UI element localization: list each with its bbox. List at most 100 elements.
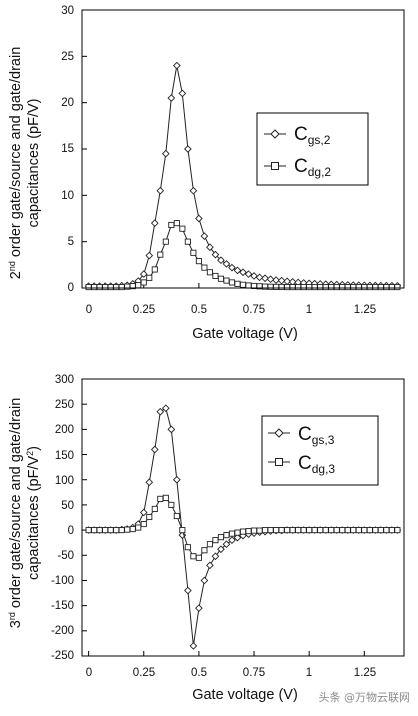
diamond-point <box>145 478 154 487</box>
square-point <box>234 280 241 287</box>
square-point <box>267 283 274 290</box>
diamond-point <box>200 232 209 240</box>
diamond-point <box>150 445 159 454</box>
legend-label-sub: dg,3 <box>312 462 336 476</box>
y-axis-label-line2-end: ) <box>26 446 42 451</box>
diamond-point <box>195 604 203 612</box>
diamond-point <box>172 61 181 70</box>
y-axis-label-sup-number: 3 <box>8 620 24 628</box>
diamond-point <box>266 275 275 284</box>
square-point <box>195 554 202 561</box>
square-point <box>383 284 390 291</box>
square-point <box>306 284 313 291</box>
square-point <box>317 527 324 534</box>
x-tick-label: 0.25 <box>133 667 155 679</box>
square-point <box>184 238 191 245</box>
square-point <box>372 527 379 534</box>
x-tick-label: 0.25 <box>133 304 155 316</box>
square-point <box>311 284 318 291</box>
series-dg2 <box>85 220 401 291</box>
square-point <box>300 284 307 291</box>
square-point <box>195 258 202 265</box>
diamond-point <box>217 545 225 554</box>
legend-square-marker <box>275 458 283 466</box>
y-tick-label: 5 <box>68 236 74 248</box>
legend-entry-gs3: Cgs,3 <box>268 424 335 447</box>
square-point <box>151 505 158 512</box>
square-point <box>317 284 324 291</box>
x-tick-label: 0.75 <box>243 667 265 679</box>
square-point <box>328 527 335 534</box>
diamond-point <box>233 266 242 275</box>
square-point <box>278 283 285 291</box>
plot-frame <box>81 378 405 657</box>
legend-label-sub: gs,3 <box>312 433 335 447</box>
square-point <box>190 249 197 256</box>
chart-third-order: 3rd order gate/source and gate/drain cap… <box>7 374 405 703</box>
diamond-point <box>145 251 154 260</box>
square-point <box>228 279 236 286</box>
y-axis-label-line2-text: capacitances (pF/V) <box>26 99 42 228</box>
square-point <box>118 527 125 534</box>
y-tick-label: 30 <box>61 5 74 17</box>
y-tick-label: 300 <box>55 374 74 386</box>
diamond-point <box>156 186 165 195</box>
square-point <box>223 277 230 284</box>
square-point <box>355 284 362 291</box>
y-axis-label-sup-suffix: rd <box>7 612 17 620</box>
y-tick-label: 50 <box>61 500 74 512</box>
legend-label-sub: dg,2 <box>308 165 332 179</box>
square-point <box>328 284 335 291</box>
legend-square-marker <box>271 162 279 170</box>
square-point <box>179 527 186 534</box>
square-point <box>228 530 236 537</box>
square-point <box>157 251 164 258</box>
x-tick-label: 0 <box>86 667 92 679</box>
square-point <box>394 284 401 291</box>
y-tick-label: 20 <box>61 97 74 109</box>
square-point <box>295 527 302 534</box>
square-point <box>146 513 153 521</box>
diamond-point <box>250 272 258 280</box>
x-axis-label: Gate voltage (V) <box>192 326 298 342</box>
y-axis-label-line1: 3rd order gate/source and gate/drain <box>7 398 24 629</box>
x-tick-label: 1 <box>306 667 312 679</box>
legend-entry-dg3: Cdg,3 <box>268 453 335 476</box>
square-point <box>129 526 136 533</box>
y-tick-label: 25 <box>61 51 74 63</box>
diamond-point <box>211 552 220 561</box>
square-point <box>168 501 175 508</box>
square-point <box>350 284 357 291</box>
square-point <box>151 266 158 273</box>
legend-label-main: C <box>298 453 312 474</box>
square-point <box>377 284 384 291</box>
y-tick-label: 150 <box>55 450 74 462</box>
square-point <box>372 284 379 291</box>
legend: Cgs,3 Cdg,3 <box>261 415 379 486</box>
y-tick-label: 15 <box>61 143 74 155</box>
x-tick-label: 1.25 <box>354 667 376 679</box>
plot-area <box>82 378 402 657</box>
diamond-point <box>167 94 176 102</box>
square-point <box>355 527 362 534</box>
square-point <box>91 527 98 534</box>
square-point <box>388 284 395 291</box>
diamond-point <box>200 576 209 585</box>
y-tick-label: -200 <box>51 625 74 637</box>
legend-entry-gs2: Cgs,2 <box>264 124 331 147</box>
square-point <box>201 264 208 271</box>
square-point <box>168 221 175 229</box>
diamond-point <box>228 263 236 272</box>
diamond-point <box>161 404 170 413</box>
legend-label-dg2: Cdg,2 <box>294 156 331 179</box>
y-axis-label-line2: capacitances (pF/V) <box>26 99 42 228</box>
legend-label-gs2: Cgs,2 <box>294 124 331 147</box>
legend-label-gs3: Cgs,3 <box>298 424 335 447</box>
y-tick-label: -250 <box>51 650 74 662</box>
x-tick-label: 1.25 <box>354 304 376 316</box>
diamond-point <box>217 256 225 265</box>
legend-box <box>261 415 379 486</box>
square-point <box>262 527 269 534</box>
square-point <box>102 284 109 291</box>
